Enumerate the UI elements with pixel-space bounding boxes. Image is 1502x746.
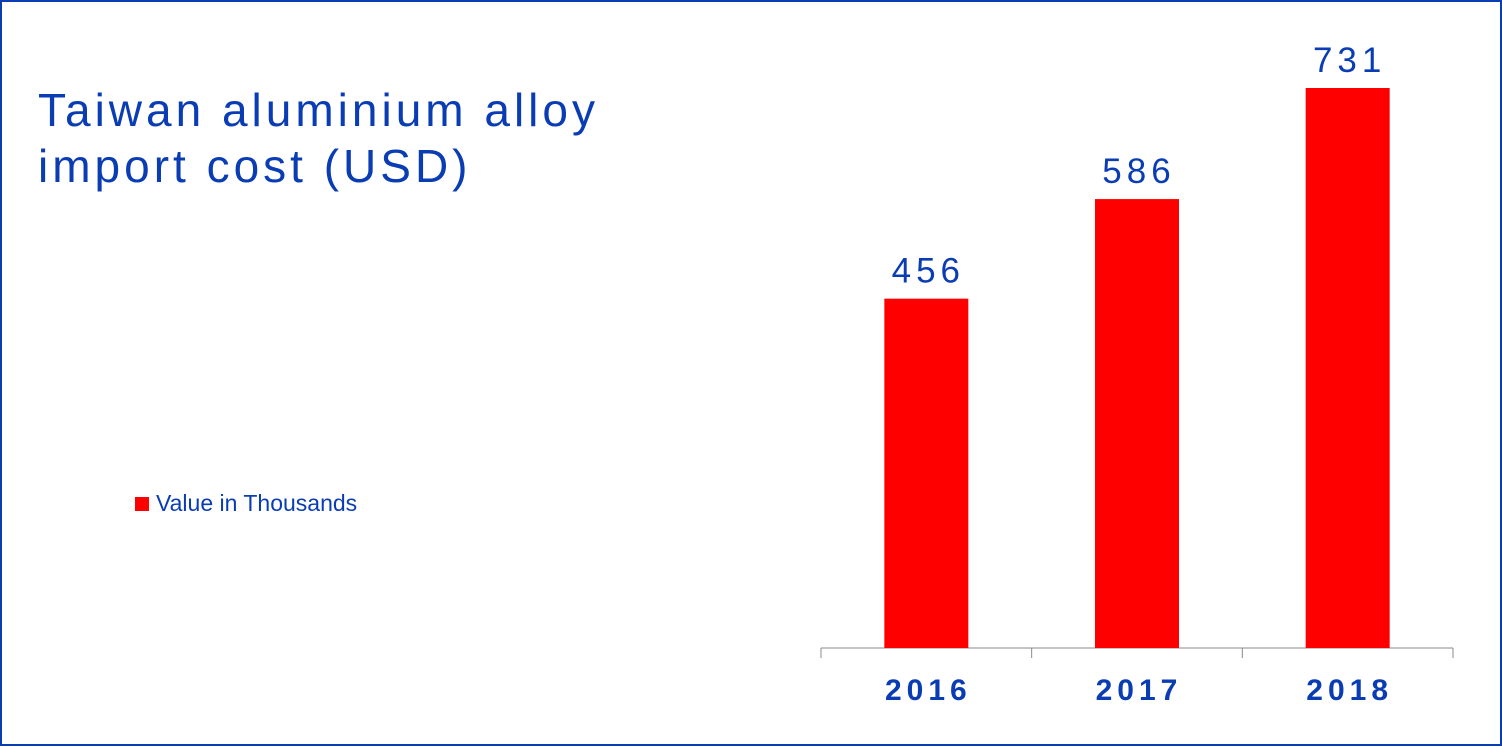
x-tick-label-2016: 2016	[885, 674, 972, 707]
x-tick-label-2017: 2017	[1096, 674, 1183, 707]
x-tick-label-2018: 2018	[1306, 674, 1393, 707]
bar-2017	[1095, 199, 1179, 649]
title-line-2: import cost (USD)	[38, 140, 472, 192]
bar-2016	[884, 298, 969, 648]
legend-label: Value in Thousands	[156, 490, 358, 516]
title-line-1: Taiwan aluminium alloy	[38, 84, 599, 136]
data-label-2017: 586	[1102, 152, 1175, 191]
data-label-2016: 456	[892, 252, 965, 291]
bar-2018	[1305, 88, 1390, 648]
data-label-2018: 731	[1313, 41, 1386, 80]
legend: Value in Thousands	[135, 490, 357, 517]
legend-swatch	[135, 496, 149, 511]
chart-title: Taiwan aluminium alloy import cost (USD)	[38, 82, 599, 194]
